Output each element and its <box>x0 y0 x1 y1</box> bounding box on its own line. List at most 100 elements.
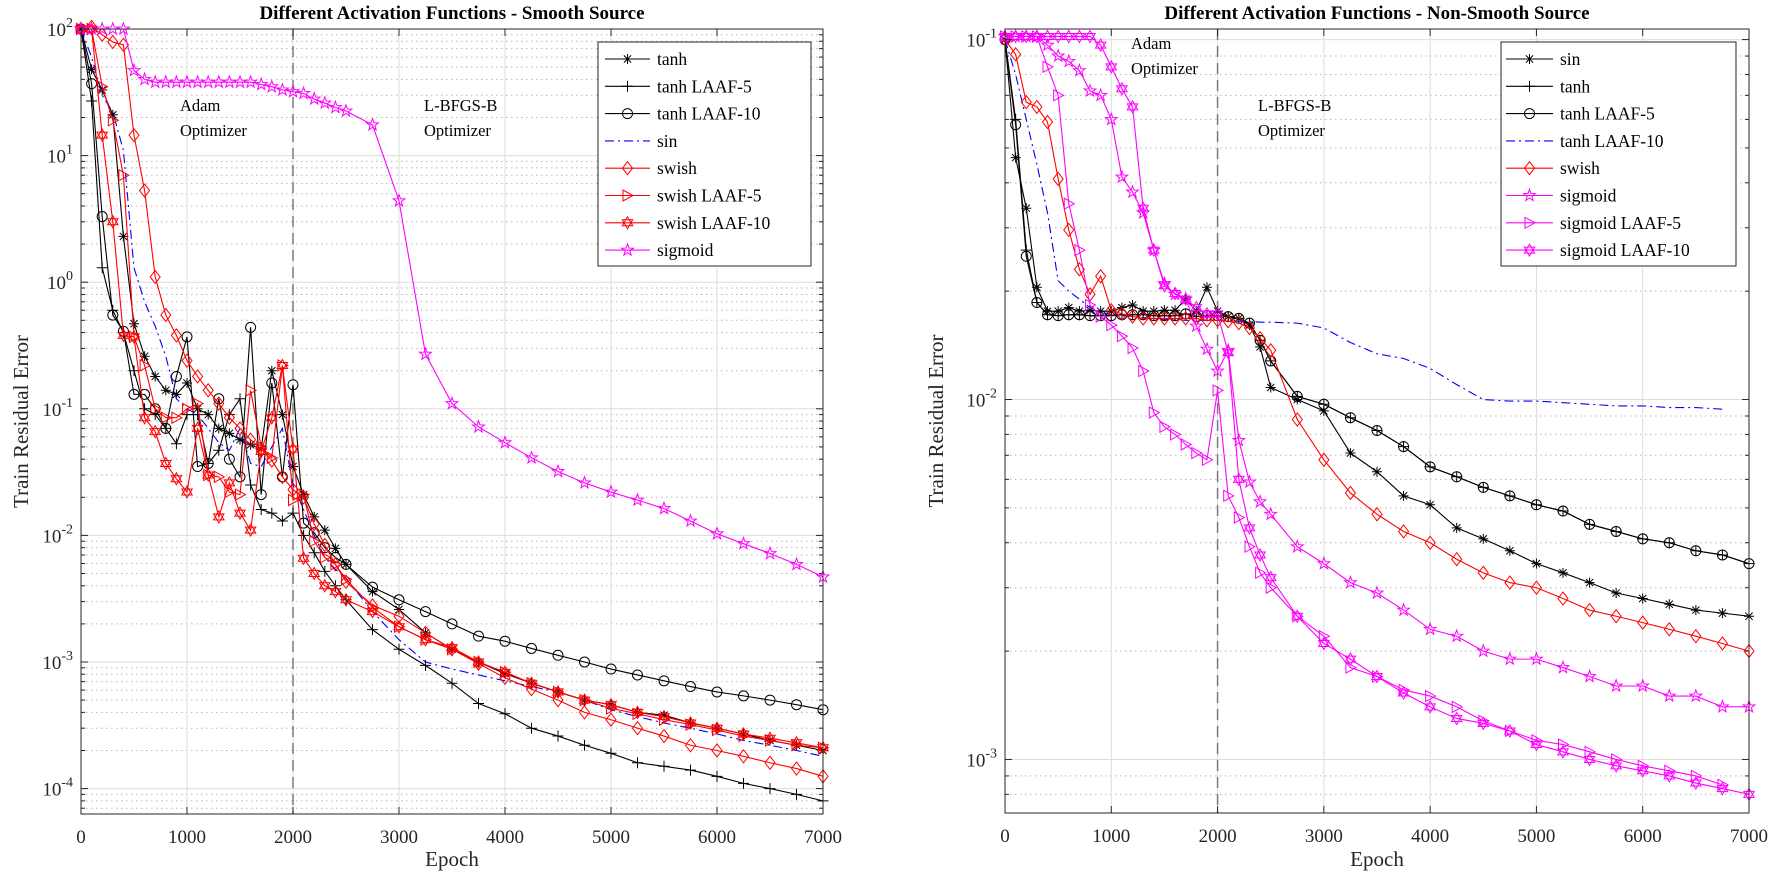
y-tick-base: 10 <box>966 750 985 771</box>
chart-title: Different Activation Functions - Smooth … <box>259 3 644 24</box>
marker-pentagram <box>1449 628 1465 643</box>
marker-hexagram <box>1583 752 1596 767</box>
legend-item: swish LAAF-10 <box>605 213 771 233</box>
marker-pentagram <box>1343 574 1358 589</box>
marker-triangle-right <box>367 601 380 614</box>
marker-pentagram <box>253 76 269 91</box>
marker-asterisk <box>235 434 245 445</box>
marker-hexagram <box>117 328 130 343</box>
marker-diamond <box>149 269 161 285</box>
marker-diamond <box>1095 268 1107 284</box>
marker-hexagram <box>329 584 342 599</box>
marker-pentagram <box>1369 585 1385 600</box>
annotation-line: Optimizer <box>1258 121 1325 140</box>
y-tick-base: 10 <box>42 653 61 674</box>
marker-diamond <box>621 160 634 176</box>
marker-circle <box>1042 309 1054 321</box>
marker-asterisk <box>1451 522 1462 533</box>
marker-plus <box>266 507 278 519</box>
marker-diamond <box>255 441 267 457</box>
marker-triangle-right <box>1116 329 1129 343</box>
marker-hexagram <box>472 655 485 669</box>
marker-diamond <box>525 681 538 697</box>
marker-pentagram <box>1608 678 1624 693</box>
marker-hexagram <box>1636 763 1649 778</box>
marker-circle <box>1344 412 1356 424</box>
y-tick-base: 10 <box>42 526 61 547</box>
legend-item: sigmoid <box>605 240 714 260</box>
y-tick-base: 10 <box>42 780 61 801</box>
marker-pentagram <box>1316 555 1332 570</box>
marker-hexagram <box>286 442 300 457</box>
marker-circle <box>579 656 590 668</box>
y-tick-base: 10 <box>42 400 61 421</box>
y-tick-label: 102 <box>47 16 73 41</box>
marker-hexagram <box>1062 29 1075 44</box>
marker-diamond <box>107 34 119 50</box>
smooth-source-chart: 0 1000 2000 3000 4000 5000 6000 700010210110010… <box>9 3 842 871</box>
marker-hexagram <box>551 684 565 699</box>
marker-hexagram <box>233 506 247 521</box>
marker-hexagram <box>1610 758 1623 773</box>
marker-hexagram <box>265 410 278 425</box>
marker-pentagram <box>1231 432 1247 447</box>
marker-triangle-right <box>606 702 618 715</box>
marker-diamond <box>711 743 723 758</box>
marker-asterisk <box>1398 490 1409 501</box>
x-tick-label: 5000 <box>1517 826 1555 847</box>
marker-diamond <box>658 728 670 744</box>
marker-circle <box>367 581 378 593</box>
marker-triangle-right <box>1201 453 1214 467</box>
marker-diamond <box>1126 309 1139 324</box>
marker-asterisk <box>1372 466 1382 477</box>
marker-plus <box>622 80 633 92</box>
marker-triangle-right <box>266 451 279 465</box>
marker-hexagram <box>1317 636 1330 651</box>
marker-plus <box>319 565 331 577</box>
marker-pentagram <box>1661 688 1677 703</box>
marker-diamond <box>234 421 246 436</box>
marker-hexagram <box>1689 776 1702 791</box>
marker-asterisk <box>266 365 277 376</box>
marker-diamond <box>631 720 644 736</box>
y-tick-base: 10 <box>966 31 985 52</box>
marker-triangle-right <box>1085 298 1097 312</box>
marker-plus <box>367 624 378 636</box>
marker-pentagram <box>1242 474 1257 489</box>
marker-pentagram <box>1688 688 1704 703</box>
series-swish <box>75 19 829 784</box>
marker-asterisk <box>277 409 288 420</box>
marker-asterisk <box>500 668 510 679</box>
marker-pentagram <box>656 500 672 515</box>
legend-item: sigmoid <box>1506 186 1617 206</box>
marker-hexagram <box>297 551 310 566</box>
series-swish-laaf-10 <box>74 22 830 755</box>
marker-diamond <box>213 396 225 411</box>
marker-hexagram <box>138 410 151 425</box>
legend: tanh tanh LAAF-5 tanh LAAF-10 sin swish swish… <box>597 41 812 267</box>
marker-pentagram <box>736 535 751 550</box>
marker-asterisk <box>129 318 139 329</box>
marker-circle <box>764 694 776 706</box>
marker-pentagram <box>789 556 804 571</box>
marker-circle <box>791 699 802 711</box>
marker-hexagram <box>106 214 119 229</box>
annotation-line: Adam <box>180 96 220 115</box>
marker-asterisk <box>160 385 171 396</box>
marker-hexagram <box>1254 547 1267 562</box>
marker-pentagram <box>1199 341 1215 356</box>
y-tick-exponent: -3 <box>985 746 997 761</box>
marker-circle <box>266 377 278 389</box>
marker-hexagram <box>1503 723 1516 738</box>
marker-pentagram <box>1715 699 1730 714</box>
marker-hexagram <box>318 578 331 593</box>
marker-circle <box>473 630 484 642</box>
marker-plus <box>181 409 193 421</box>
marker-hexagram <box>445 640 459 655</box>
marker-asterisk <box>1637 593 1648 604</box>
marker-pentagram <box>471 419 486 434</box>
marker-pentagram <box>762 545 778 560</box>
marker-hexagram <box>1190 300 1203 315</box>
marker-hexagram <box>1450 711 1463 726</box>
marker-plus <box>499 708 511 720</box>
